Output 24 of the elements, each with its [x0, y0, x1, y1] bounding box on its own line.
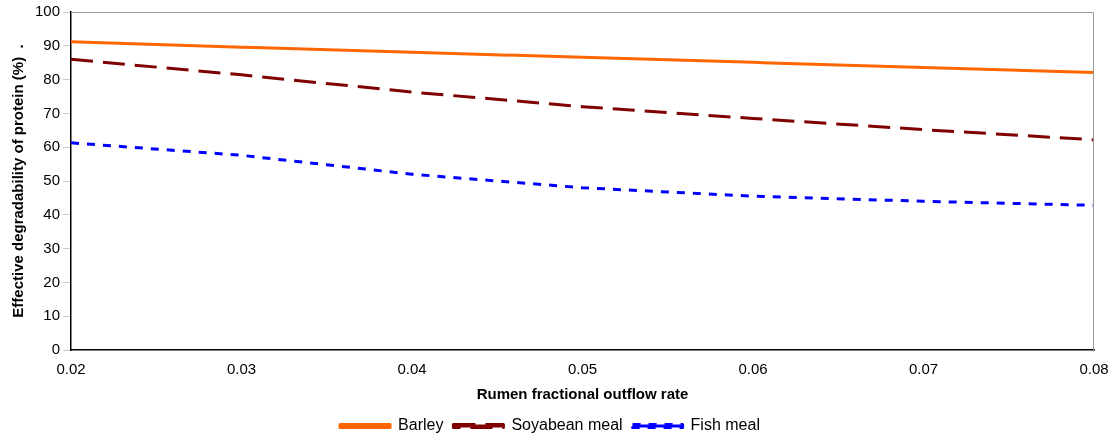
x-tick-label: 0.07 [908, 360, 939, 378]
y-tick-label: 20 [43, 272, 61, 290]
x-tick-label: 0.06 [738, 360, 768, 378]
y-tick-label: 30 [43, 238, 61, 256]
legend-label: Fish meal [690, 416, 760, 434]
y-tick-label: 50 [43, 171, 61, 189]
y-tick-label: 80 [43, 69, 61, 87]
line-series [71, 57, 1094, 142]
y-tick-label: 0 [51, 340, 61, 358]
y-tick-label: 70 [43, 103, 61, 121]
y-axis-title: Effective degradability of protein (%) . [9, 44, 27, 318]
y-tick-label: 100 [35, 2, 61, 20]
y-tick-label: 10 [43, 306, 61, 324]
x-tick-label: 0.02 [56, 360, 86, 378]
y-tick-label: 60 [43, 137, 61, 155]
legend-label: Soyabean meal [511, 416, 623, 434]
x-axis-title: Rumen fractional outflow rate [476, 385, 689, 403]
x-tick-label: 0.04 [397, 360, 427, 378]
x-tick-label: 0.05 [567, 360, 598, 378]
legend-label: Barley [398, 416, 444, 434]
x-tick-label: 0.03 [226, 360, 257, 378]
y-tick-label: 40 [43, 204, 61, 222]
x-tick-label: 0.08 [1079, 360, 1109, 378]
y-tick-label: 90 [43, 35, 61, 53]
